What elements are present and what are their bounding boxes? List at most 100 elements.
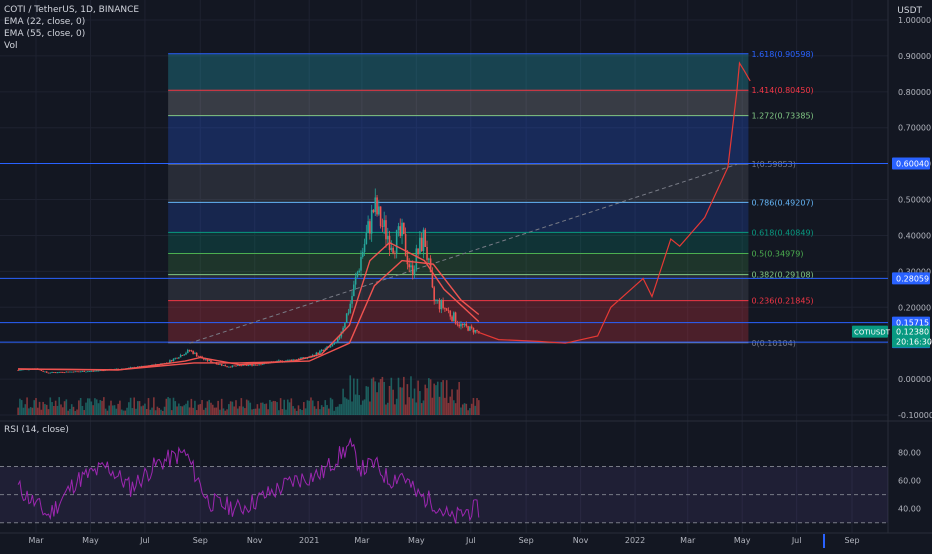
candle-body — [169, 360, 171, 363]
volume-bar — [385, 404, 387, 415]
volume-bar — [213, 407, 216, 415]
volume-bar — [335, 406, 337, 415]
volume-bar — [70, 404, 73, 415]
candle-body — [231, 365, 234, 368]
volume-bar — [301, 410, 303, 415]
candle-body — [99, 370, 102, 372]
volume-bar — [435, 385, 437, 415]
ema22-legend[interactable]: EMA (22, close, 0) — [4, 17, 86, 27]
volume-bar — [478, 400, 480, 415]
volume-bar — [222, 408, 225, 415]
volume-bar — [40, 409, 43, 415]
candle-body — [217, 364, 219, 365]
rsi-tick-label: 40.00 — [898, 505, 921, 514]
candle-body — [394, 253, 396, 254]
volume-bar — [99, 400, 102, 415]
volume-bar — [28, 408, 30, 415]
volume-bar — [265, 403, 268, 415]
ema55-legend[interactable]: EMA (55, close, 0) — [4, 29, 86, 39]
candle-body — [465, 323, 468, 327]
candle-body — [463, 323, 466, 325]
candle-body — [369, 221, 371, 234]
candle-body — [178, 357, 180, 359]
volume-legend[interactable]: Vol — [4, 41, 18, 51]
volume-bar — [369, 401, 371, 415]
candle-body — [286, 359, 289, 361]
volume-bar — [67, 410, 69, 415]
volume-bar — [179, 406, 182, 415]
candle-body — [367, 221, 369, 234]
candle-body — [174, 357, 177, 359]
candle-body — [324, 348, 327, 350]
volume-bar — [172, 397, 175, 415]
candle-body — [19, 369, 21, 371]
currency-label: USDT — [897, 6, 922, 16]
candle-body — [61, 372, 64, 373]
candle-body — [454, 312, 457, 324]
volume-bar — [411, 398, 414, 415]
volume-bar — [399, 387, 402, 415]
volume-bar — [256, 404, 259, 415]
candle-body — [194, 352, 196, 354]
volume-bar — [79, 397, 82, 415]
candle-body — [229, 366, 232, 368]
candle-body — [86, 371, 89, 373]
volume-bar — [219, 409, 221, 415]
candle-body — [385, 220, 387, 240]
candle-body — [258, 364, 260, 366]
volume-bar — [258, 408, 260, 415]
fib-zone — [168, 232, 749, 254]
candle-body — [22, 369, 25, 371]
fib-level-label: 0.236(0.21845) — [751, 297, 813, 306]
symbol-legend[interactable]: COTI / TetherUS, 1D, BINANCE — [4, 5, 140, 15]
candle-body — [210, 360, 212, 363]
volume-bar — [208, 399, 210, 415]
time-tick-label: Jul — [791, 536, 802, 545]
volume-bar — [169, 398, 171, 415]
volume-bar — [433, 383, 435, 415]
volume-bar — [122, 410, 125, 415]
candle-body — [56, 372, 59, 374]
trendline — [189, 163, 737, 344]
volume-bar — [60, 404, 62, 415]
volume-bar — [161, 410, 164, 415]
volume-bar — [101, 400, 103, 415]
candle-body — [383, 220, 385, 227]
volume-bar — [145, 409, 148, 415]
time-tick-label: 2022 — [625, 536, 645, 545]
volume-bar — [270, 401, 273, 415]
candle-body — [54, 372, 57, 374]
volume-bar — [47, 409, 50, 415]
volume-bar — [106, 410, 109, 415]
volume-bar — [420, 403, 423, 415]
volume-bar — [338, 404, 341, 415]
candle-body — [78, 371, 80, 373]
candle-body — [442, 300, 444, 308]
volume-bar — [217, 400, 219, 415]
volume-bar — [204, 407, 207, 415]
volume-bar — [131, 408, 134, 415]
candle-body — [320, 349, 323, 352]
volume-bar — [374, 381, 377, 415]
candle-body — [365, 233, 368, 244]
volume-bar — [449, 396, 452, 415]
candle-body — [322, 349, 325, 351]
volume-bar — [183, 405, 186, 415]
candle-body — [331, 344, 334, 347]
volume-bar — [476, 398, 478, 415]
candle-body — [228, 366, 230, 368]
volume-bar — [453, 400, 455, 415]
volume-bar — [410, 376, 412, 415]
candle-body — [208, 360, 210, 362]
candle-body — [440, 300, 443, 310]
volume-bar — [129, 397, 132, 415]
volume-bar — [245, 399, 248, 415]
candle-body — [349, 303, 352, 313]
volume-bar — [128, 402, 130, 415]
rsi-legend[interactable]: RSI (14, close) — [4, 425, 69, 435]
price-tick-label: 0.50000 — [898, 196, 931, 205]
candle-body — [381, 226, 384, 227]
volume-bar — [138, 401, 141, 415]
volume-bar — [276, 402, 278, 415]
